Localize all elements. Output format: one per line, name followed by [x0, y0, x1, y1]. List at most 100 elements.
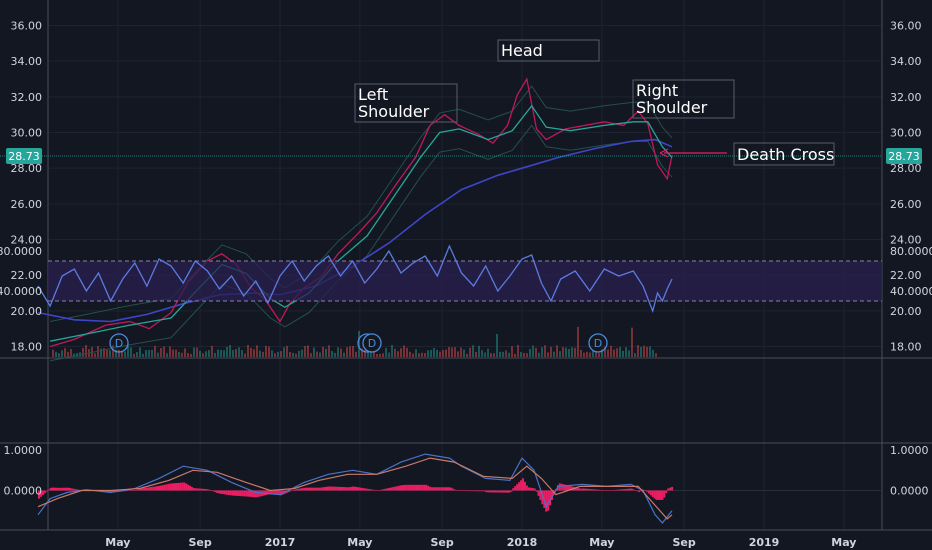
volume-bar [394, 348, 396, 357]
macd-histogram-bar [202, 488, 205, 491]
volume-bar [442, 349, 444, 357]
annotation-box [497, 39, 600, 62]
volume-bar [562, 347, 564, 357]
volume-bar [58, 353, 60, 357]
macd-histogram-bar [65, 487, 68, 491]
volume-bar [499, 351, 501, 357]
dividend-marker[interactable]: D [588, 333, 608, 353]
volume-bar [184, 348, 186, 357]
volume-bar [64, 348, 66, 357]
macd-histogram-bar [616, 489, 619, 491]
volume-bar [343, 352, 345, 357]
volume-bar [601, 349, 603, 357]
macd-histogram-bar [198, 488, 201, 491]
price-tick-label: 34.00 [890, 55, 922, 68]
macd-histogram-bar [609, 490, 612, 491]
volume-bar [388, 352, 390, 357]
macd-histogram-bar [266, 490, 269, 495]
price-tick-label: 18.00 [11, 341, 43, 354]
macd-histogram-bar [403, 484, 406, 491]
annotation-death-cross[interactable]: Death Cross [659, 142, 835, 166]
macd-histogram-bar [140, 488, 143, 491]
macd-histogram-bar [531, 488, 534, 491]
macd-histogram-bar [522, 478, 524, 491]
volume-bar [139, 347, 141, 357]
macd-histogram-bar [396, 486, 399, 491]
macd-histogram-bar [483, 490, 486, 492]
macd-histogram-bar [651, 490, 654, 497]
macd-histogram-bar [351, 486, 354, 491]
macd-histogram-bar [148, 487, 151, 491]
volume-bar [109, 350, 111, 357]
macd-histogram-bar [603, 490, 606, 491]
macd-histogram-bar [128, 490, 131, 491]
volume-bar [616, 348, 618, 357]
macd-histogram-bar [287, 490, 290, 493]
volume-bar [67, 351, 69, 357]
rsi-axis[interactable]: 80.0000 80.0000 40.0000 40.0000 [0, 245, 932, 298]
last-price-label-left: 28.73 [8, 150, 40, 163]
rsi-pane[interactable] [37, 244, 882, 314]
macd-axis[interactable]: 1.0000 1.0000 0.0000 0.0000 [4, 444, 929, 498]
volume-bar [208, 350, 210, 357]
volume-bar [493, 353, 495, 357]
macd-histogram-bar [438, 487, 441, 491]
volume-bar [586, 351, 588, 357]
volume-bar [151, 349, 153, 357]
volume-bar [466, 353, 468, 357]
volume-bar [115, 349, 117, 357]
macd-histogram-bar [107, 490, 110, 493]
macd-histogram-bar [276, 490, 279, 495]
annotation-left-shoulder[interactable]: Left Shoulder [354, 83, 458, 123]
macd-histogram-bar [169, 483, 172, 491]
macd-histogram-bar [280, 490, 282, 496]
macd-histogram-bar [210, 490, 213, 491]
macd-histogram-bar [370, 489, 373, 491]
rsi-tick-label: 40.0000 [890, 285, 932, 298]
volume-bar [607, 349, 609, 357]
dividend-marker[interactable]: D [357, 333, 382, 353]
macd-histogram-bar [127, 490, 130, 491]
annotation-right-shoulder[interactable]: Right Shoulder [632, 79, 735, 119]
volume-bar [118, 349, 120, 357]
price-axis[interactable]: 36.00 36.00 34.00 34.00 32.00 32.00 30.00 30.00… [11, 20, 922, 354]
macd-histogram-bar [444, 487, 447, 491]
price-tick-label: 22.00 [890, 269, 922, 282]
macd-histogram-bar [460, 490, 463, 491]
macd-signal-line [37, 457, 673, 520]
volume-bar [322, 346, 324, 357]
volume-bar [652, 349, 654, 357]
time-tick-label: May [589, 536, 614, 549]
macd-histogram-bar [535, 490, 538, 492]
macd-histogram-bar [158, 485, 161, 491]
macd-histogram-bar [152, 486, 155, 491]
volume-bar [448, 346, 450, 357]
macd-histogram-bar [585, 488, 588, 491]
macd-histogram-bar [413, 484, 416, 491]
annotation-head[interactable]: Head [497, 39, 600, 62]
volume-bar [490, 353, 492, 357]
macd-histogram-bar [237, 490, 240, 496]
macd-histogram-bar [272, 490, 275, 495]
macd-histogram-bar [303, 487, 306, 491]
macd-histogram-bar [469, 490, 472, 492]
macd-histogram-bar [545, 490, 548, 512]
time-tick-label: May [347, 536, 372, 549]
volume-bar [496, 333, 498, 357]
macd-histogram-bar [125, 490, 128, 492]
macd-histogram-bar [154, 486, 157, 491]
time-axis[interactable]: May Sep 2017 May Sep 2018 May Sep 2019 May [105, 536, 856, 549]
volume-bar [364, 349, 366, 357]
macd-histogram-bar [463, 490, 466, 492]
macd-histogram-bar [221, 490, 224, 495]
volume-bar [445, 349, 447, 357]
dividend-marker[interactable]: D [109, 333, 129, 353]
macd-histogram-bar [386, 488, 389, 491]
volume-bar [316, 351, 318, 357]
volume-bar [424, 352, 426, 357]
volume-bar [82, 347, 84, 357]
volume-bar [655, 353, 657, 357]
volume-bar [259, 350, 261, 357]
macd-pane[interactable] [37, 453, 882, 524]
